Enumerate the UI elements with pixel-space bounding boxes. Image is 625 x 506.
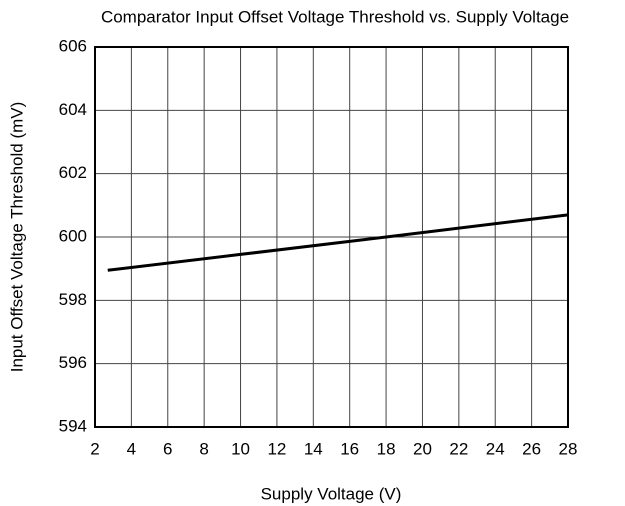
line [107, 213, 569, 272]
x-tick-label: 28 [559, 439, 578, 458]
y-axis-label: Input Offset Voltage Threshold (mV) [7, 102, 26, 373]
x-tick-label: 14 [304, 439, 323, 458]
x-tick-label: 20 [413, 439, 432, 458]
x-tick-label: 4 [127, 439, 136, 458]
x-tick-label: 2 [90, 439, 99, 458]
y-tick-label: 596 [59, 353, 87, 372]
y-tick-label: 600 [59, 226, 87, 245]
x-axis-label: Supply Voltage (V) [261, 484, 402, 503]
y-tick-label: 594 [59, 416, 87, 435]
plot-frame [94, 46, 569, 428]
y-tick-label: 606 [59, 36, 87, 55]
x-tick-label: 18 [377, 439, 396, 458]
y-tick-label: 604 [59, 100, 87, 119]
x-tick-label: 24 [486, 439, 505, 458]
x-tick-label: 26 [522, 439, 541, 458]
y-tick-label: 602 [59, 163, 87, 182]
x-tick-label: 12 [267, 439, 286, 458]
x-tick-label: 22 [449, 439, 468, 458]
x-tick-label: 8 [199, 439, 208, 458]
x-tick-label: 16 [340, 439, 359, 458]
y-tick-label: 598 [59, 290, 87, 309]
x-tick-label: 10 [231, 439, 250, 458]
chart-title: Comparator Input Offset Voltage Threshol… [101, 7, 569, 26]
x-tick-label: 6 [163, 439, 172, 458]
